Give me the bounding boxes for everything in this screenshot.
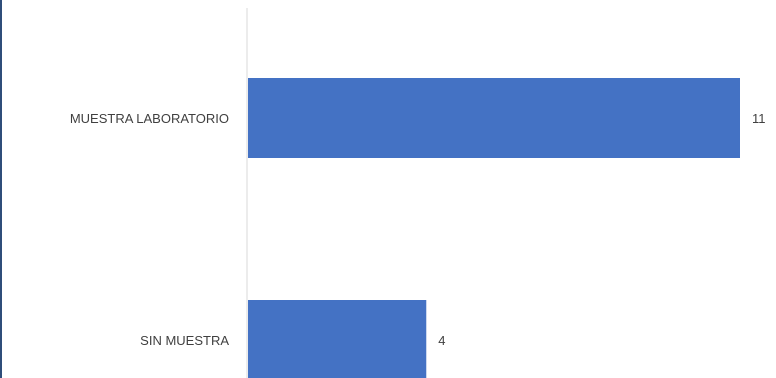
data-label-2: 4: [438, 333, 445, 348]
bar-1: [248, 78, 740, 158]
bars-group: [248, 78, 740, 378]
category-label-1: MUESTRA LABORATORIO: [70, 111, 229, 126]
category-label-2: SIN MUESTRA: [140, 333, 229, 348]
data-labels-group: 11 4: [438, 111, 765, 348]
category-labels-group: MUESTRA LABORATORIO SIN MUESTRA: [70, 111, 229, 348]
bar-2: [248, 300, 427, 378]
chart-frame-left-edge: [0, 0, 2, 378]
data-label-1: 11: [752, 111, 766, 126]
